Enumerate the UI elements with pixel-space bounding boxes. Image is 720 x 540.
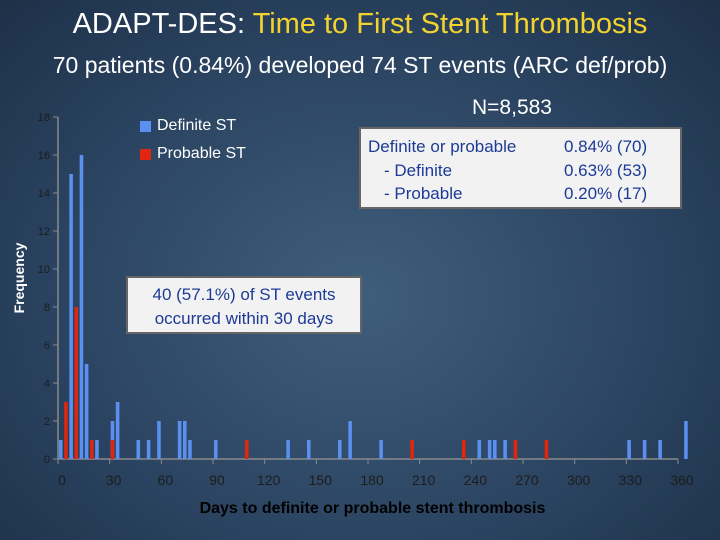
stat-label-definite: - Definite	[384, 161, 453, 180]
bar-definite-day-6	[69, 174, 73, 459]
bar-probable-day-108	[245, 440, 249, 459]
bar-definite-day-258	[503, 440, 507, 459]
thirty-day-callout: 40 (57.1%) of ST events occurred within …	[126, 276, 362, 334]
x-tick-label: 90	[209, 472, 225, 488]
y-tick-label: 18	[38, 112, 50, 124]
bar-probable-day-9	[74, 307, 79, 459]
bar-definite-day-363	[684, 421, 688, 459]
x-tick-label: 180	[360, 472, 384, 488]
stat-value-probable: 0.20% (17)	[564, 184, 648, 203]
bar-definite-day-168	[348, 421, 352, 459]
bar-probable-day-18	[90, 440, 94, 459]
legend-swatch-probable	[140, 148, 151, 160]
bar-definite-day-132	[286, 440, 290, 459]
bar-definite-day-339	[642, 440, 647, 459]
x-tick-label: 120	[257, 472, 281, 488]
slide-title-accent: Time to First Stent Thrombosis	[252, 8, 648, 40]
stat-value-def-or-prob: 0.84% (70)	[564, 137, 648, 156]
y-tick-label: 0	[44, 454, 50, 466]
bar-definite-day-0	[59, 440, 63, 459]
x-tick-label: 300	[567, 472, 591, 488]
x-tick-label: 360	[670, 472, 694, 488]
y-tick-label: 14	[38, 188, 50, 200]
bar-definite-day-243	[477, 440, 482, 459]
y-tick-label: 12	[38, 226, 50, 238]
bar-definite-day-45	[136, 440, 141, 459]
bar-probable-day-30	[110, 440, 115, 459]
bar-definite-day-330	[627, 440, 631, 459]
bar-definite-day-69	[177, 421, 182, 459]
bar-definite-day-57	[157, 421, 161, 459]
bar-definite-day-348	[658, 440, 662, 459]
bar-definite-day-144	[307, 440, 311, 459]
legend-item-probable: Probable ST	[140, 145, 246, 163]
y-tick-label: 10	[38, 264, 50, 276]
bar-definite-day-162	[338, 440, 342, 459]
x-tick-label: 270	[515, 472, 539, 488]
stat-label-def-or-prob: Definite or probable	[368, 137, 517, 156]
bar-probable-day-282	[544, 440, 549, 459]
legend-label-definite: Definite ST	[157, 117, 237, 134]
bar-definite-day-252	[493, 440, 497, 459]
bar-probable-day-3	[64, 402, 68, 459]
bar-definite-day-33	[115, 402, 120, 459]
y-axis-label: Frequency	[11, 242, 27, 314]
legend-item-definite: Definite ST	[140, 117, 236, 135]
slide-title-main: ADAPT-DES:	[72, 8, 246, 40]
x-tick-label: 330	[619, 472, 643, 488]
bar-definite-day-12	[79, 155, 84, 459]
slide-subtitle: 70 patients (0.84%) developed 74 ST even…	[52, 52, 668, 78]
bar-definite-day-249	[487, 440, 492, 459]
callout-line-2: occurred within 30 days	[154, 309, 334, 328]
slide-title: ADAPT-DES: Time to First Stent Thrombosi…	[0, 8, 720, 41]
legend-swatch-definite	[140, 120, 151, 132]
y-tick-label: 16	[38, 150, 50, 162]
y-tick-label: 4	[44, 378, 50, 390]
stat-label-probable: - Probable	[384, 184, 463, 203]
legend-label-probable: Probable ST	[157, 145, 246, 162]
callout-line-1: 40 (57.1%) of ST events	[152, 285, 336, 304]
bar-probable-day-234	[462, 440, 466, 459]
bar-definite-day-21	[95, 440, 99, 459]
sample-size-label: N=8,583	[472, 96, 552, 119]
bar-definite-day-90	[214, 440, 218, 459]
incidence-stats-box: Definite or probable 0.84% (70) - Defini…	[359, 127, 682, 209]
x-tick-label: 210	[412, 472, 436, 488]
x-axis-label: Days to definite or probable stent throm…	[199, 500, 546, 517]
y-tick-label: 2	[44, 416, 50, 428]
stat-value-definite: 0.63% (53)	[564, 161, 648, 180]
x-tick-label: 150	[309, 472, 333, 488]
bar-definite-day-72	[183, 421, 187, 459]
x-tick-label: 60	[158, 472, 174, 488]
x-tick-label: 240	[464, 472, 488, 488]
x-tick-label: 30	[106, 472, 122, 488]
bar-probable-day-264	[513, 440, 518, 459]
bar-definite-day-186	[379, 440, 383, 459]
y-tick-label: 8	[44, 302, 50, 314]
x-tick-label: 0	[58, 472, 66, 488]
bar-definite-day-51	[146, 440, 151, 459]
bar-definite-day-15	[84, 364, 89, 459]
bar-probable-day-204	[410, 440, 414, 459]
bar-definite-day-75	[188, 440, 192, 459]
y-tick-label: 6	[44, 340, 50, 352]
